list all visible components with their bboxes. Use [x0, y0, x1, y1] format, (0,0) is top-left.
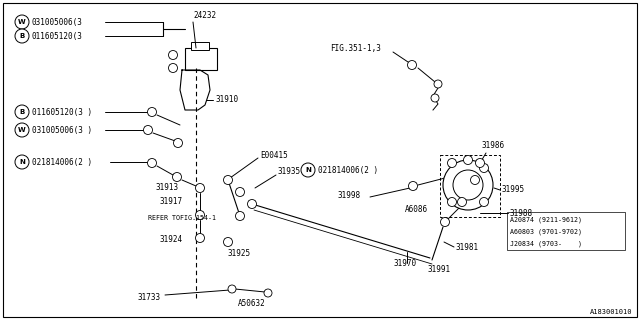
Text: 021814006(2 ): 021814006(2 ): [32, 157, 92, 166]
Circle shape: [228, 285, 236, 293]
Bar: [185, 48, 217, 70]
Text: A183001010: A183001010: [589, 309, 632, 315]
Text: N: N: [19, 159, 25, 165]
Text: 31733: 31733: [138, 293, 161, 302]
Text: A6086: A6086: [405, 205, 428, 214]
Circle shape: [147, 158, 157, 167]
Circle shape: [168, 63, 177, 73]
Circle shape: [443, 160, 493, 210]
Circle shape: [195, 183, 205, 193]
Circle shape: [434, 80, 442, 88]
Text: 31998: 31998: [338, 190, 361, 199]
Text: REFER TOFIG.154-1: REFER TOFIG.154-1: [148, 215, 216, 221]
Text: 31924: 31924: [160, 236, 183, 244]
Bar: [440, 155, 500, 217]
Circle shape: [168, 51, 177, 60]
Circle shape: [447, 158, 456, 167]
Circle shape: [15, 155, 29, 169]
Circle shape: [479, 164, 488, 172]
Text: 011605120(3 ): 011605120(3 ): [32, 108, 92, 116]
Text: 31910: 31910: [215, 95, 238, 105]
Text: A20874 (9211-9612): A20874 (9211-9612): [510, 217, 582, 223]
Circle shape: [447, 197, 456, 206]
Text: 31986: 31986: [482, 140, 505, 149]
Text: N: N: [305, 167, 311, 173]
Text: 31991: 31991: [428, 266, 451, 275]
Text: J20834 (9703-    ): J20834 (9703- ): [510, 241, 582, 247]
Text: 021814006(2 ): 021814006(2 ): [318, 165, 378, 174]
Circle shape: [173, 139, 182, 148]
Circle shape: [195, 234, 205, 243]
Text: 24232: 24232: [193, 11, 216, 20]
Text: 31935: 31935: [278, 167, 301, 177]
Circle shape: [264, 289, 272, 297]
Bar: [507, 212, 625, 250]
Circle shape: [431, 94, 439, 102]
Text: 31970: 31970: [393, 259, 416, 268]
Circle shape: [479, 197, 488, 206]
Text: 011605120(3: 011605120(3: [32, 31, 83, 41]
Circle shape: [236, 188, 244, 196]
Circle shape: [440, 218, 449, 227]
Circle shape: [15, 123, 29, 137]
Text: 31981: 31981: [456, 243, 479, 252]
Text: A50632: A50632: [238, 299, 266, 308]
Bar: [191, 42, 209, 50]
Circle shape: [463, 156, 472, 164]
Text: 31988: 31988: [510, 209, 533, 218]
Circle shape: [453, 170, 483, 200]
Text: W: W: [18, 19, 26, 25]
Text: 031005006(3 ): 031005006(3 ): [32, 125, 92, 134]
Circle shape: [248, 199, 257, 209]
Circle shape: [15, 105, 29, 119]
Circle shape: [173, 172, 182, 181]
Text: B: B: [19, 33, 24, 39]
Circle shape: [223, 175, 232, 185]
Circle shape: [408, 181, 417, 190]
Circle shape: [458, 197, 467, 206]
Circle shape: [476, 158, 484, 167]
Circle shape: [195, 211, 205, 220]
Text: 31913: 31913: [155, 182, 178, 191]
Text: 31917: 31917: [160, 197, 183, 206]
Text: A60803 (9701-9702): A60803 (9701-9702): [510, 229, 582, 235]
Text: B: B: [19, 109, 24, 115]
Circle shape: [223, 237, 232, 246]
Text: 31925: 31925: [228, 249, 251, 258]
Circle shape: [15, 29, 29, 43]
Circle shape: [143, 125, 152, 134]
Text: 31995: 31995: [502, 186, 525, 195]
Text: 031005006(3: 031005006(3: [32, 18, 83, 27]
Circle shape: [147, 108, 157, 116]
Text: FIG.351-1,3: FIG.351-1,3: [330, 44, 381, 52]
Circle shape: [301, 163, 315, 177]
Circle shape: [408, 60, 417, 69]
Circle shape: [15, 15, 29, 29]
Text: W: W: [18, 127, 26, 133]
Circle shape: [470, 175, 479, 185]
Circle shape: [236, 212, 244, 220]
Text: E00415: E00415: [260, 150, 288, 159]
